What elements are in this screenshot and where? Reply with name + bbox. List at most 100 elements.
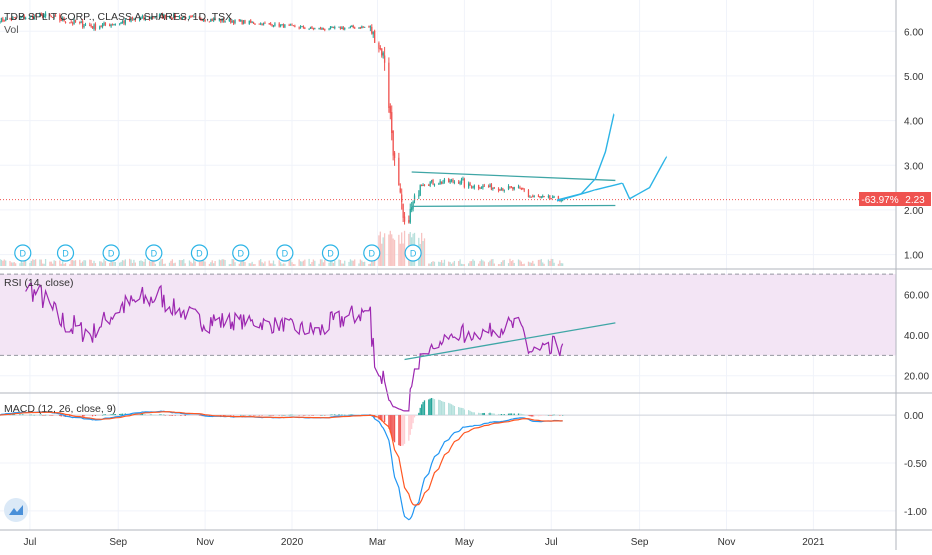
- candle-body[interactable]: [418, 195, 420, 197]
- candle-body[interactable]: [184, 16, 186, 20]
- candle-body[interactable]: [124, 19, 126, 24]
- candle-body[interactable]: [200, 17, 202, 20]
- candle-body[interactable]: [151, 16, 154, 18]
- candle-body[interactable]: [39, 14, 41, 17]
- candle-body[interactable]: [351, 26, 353, 28]
- candle-body[interactable]: [24, 17, 27, 19]
- candle-body[interactable]: [9, 18, 11, 20]
- candle-body[interactable]: [123, 21, 125, 24]
- price-trendline[interactable]: [411, 171, 616, 182]
- candle-body[interactable]: [557, 196, 560, 200]
- dividend-marker[interactable]: D: [276, 244, 294, 262]
- candle-body[interactable]: [477, 185, 480, 189]
- candle-body[interactable]: [138, 19, 141, 21]
- candle-body[interactable]: [493, 187, 495, 189]
- candle-body[interactable]: [128, 19, 131, 22]
- candle-body[interactable]: [194, 16, 196, 18]
- candle-body[interactable]: [109, 24, 111, 26]
- candle-body[interactable]: [288, 24, 290, 26]
- candle-body[interactable]: [173, 14, 175, 19]
- candle-body[interactable]: [90, 25, 92, 27]
- candle-body[interactable]: [308, 28, 310, 30]
- candle-body[interactable]: [294, 25, 296, 28]
- candle-body[interactable]: [214, 18, 216, 20]
- candle-body[interactable]: [100, 26, 102, 28]
- candle-body[interactable]: [252, 22, 255, 24]
- candle-body[interactable]: [81, 21, 84, 28]
- candle-body[interactable]: [302, 26, 305, 28]
- macd-pane[interactable]: [0, 397, 896, 521]
- candle-body[interactable]: [509, 186, 511, 188]
- candle-body[interactable]: [470, 186, 473, 188]
- candle-body[interactable]: [409, 208, 411, 223]
- dividend-marker[interactable]: D: [363, 244, 381, 262]
- candle-body[interactable]: [429, 182, 431, 186]
- dividend-marker[interactable]: D: [102, 244, 120, 262]
- candle-body[interactable]: [49, 13, 51, 17]
- candle-body[interactable]: [70, 22, 72, 24]
- candle-body[interactable]: [562, 199, 564, 201]
- candle-body[interactable]: [278, 23, 280, 27]
- candle-body[interactable]: [458, 181, 460, 184]
- candle-body[interactable]: [15, 18, 17, 20]
- candle-body[interactable]: [148, 17, 151, 19]
- candle-body[interactable]: [523, 189, 525, 191]
- candle-body[interactable]: [260, 23, 262, 25]
- candle-body[interactable]: [240, 19, 242, 22]
- candle-body[interactable]: [520, 188, 523, 190]
- candle-body[interactable]: [91, 26, 94, 29]
- dividend-marker[interactable]: D: [190, 244, 209, 262]
- candle-body[interactable]: [448, 178, 450, 183]
- candle-body[interactable]: [392, 130, 394, 156]
- candle-body[interactable]: [52, 17, 54, 19]
- candle-body[interactable]: [79, 22, 81, 24]
- candle-body[interactable]: [440, 181, 443, 184]
- candle-body[interactable]: [309, 26, 312, 29]
- candle-body[interactable]: [512, 187, 514, 190]
- candle-body[interactable]: [264, 22, 266, 24]
- candle-body[interactable]: [391, 112, 393, 134]
- candle-body[interactable]: [272, 26, 275, 28]
- candle-body[interactable]: [479, 187, 481, 189]
- candle-body[interactable]: [232, 20, 235, 24]
- candle-body[interactable]: [502, 188, 504, 191]
- candle-body[interactable]: [304, 27, 306, 29]
- candle-body[interactable]: [381, 48, 383, 56]
- candle-body[interactable]: [234, 19, 236, 23]
- candle-body[interactable]: [64, 21, 67, 23]
- candle-body[interactable]: [29, 16, 31, 19]
- price-trendline[interactable]: [411, 204, 616, 208]
- candle-body[interactable]: [443, 179, 446, 182]
- candle-body[interactable]: [158, 14, 161, 18]
- candle-body[interactable]: [472, 187, 474, 189]
- candle-body[interactable]: [382, 52, 384, 56]
- candle-body[interactable]: [213, 18, 215, 21]
- candle-body[interactable]: [533, 196, 535, 198]
- candle-body[interactable]: [32, 15, 34, 19]
- candle-body[interactable]: [131, 18, 134, 20]
- candle-body[interactable]: [338, 26, 340, 28]
- candle-body[interactable]: [329, 26, 332, 30]
- candle-body[interactable]: [492, 187, 494, 189]
- candle-body[interactable]: [469, 183, 471, 186]
- candle-body[interactable]: [442, 182, 444, 184]
- candle-body[interactable]: [271, 24, 273, 27]
- candle-body[interactable]: [154, 17, 156, 19]
- candle-body[interactable]: [408, 220, 410, 223]
- candle-body[interactable]: [319, 28, 322, 30]
- candle-body[interactable]: [289, 24, 292, 26]
- candle-body[interactable]: [113, 24, 115, 26]
- candle-body[interactable]: [44, 13, 47, 17]
- candle-body[interactable]: [403, 216, 406, 222]
- candle-body[interactable]: [359, 27, 362, 29]
- candle-body[interactable]: [22, 16, 24, 18]
- candle-body[interactable]: [422, 185, 424, 187]
- candle-body[interactable]: [251, 22, 253, 24]
- candle-body[interactable]: [60, 19, 62, 21]
- candle-body[interactable]: [119, 23, 121, 25]
- candle-body[interactable]: [23, 16, 25, 19]
- candle-body[interactable]: [284, 24, 286, 28]
- dividend-marker[interactable]: D: [56, 244, 75, 262]
- candle-body[interactable]: [94, 24, 97, 29]
- candle-body[interactable]: [522, 187, 524, 190]
